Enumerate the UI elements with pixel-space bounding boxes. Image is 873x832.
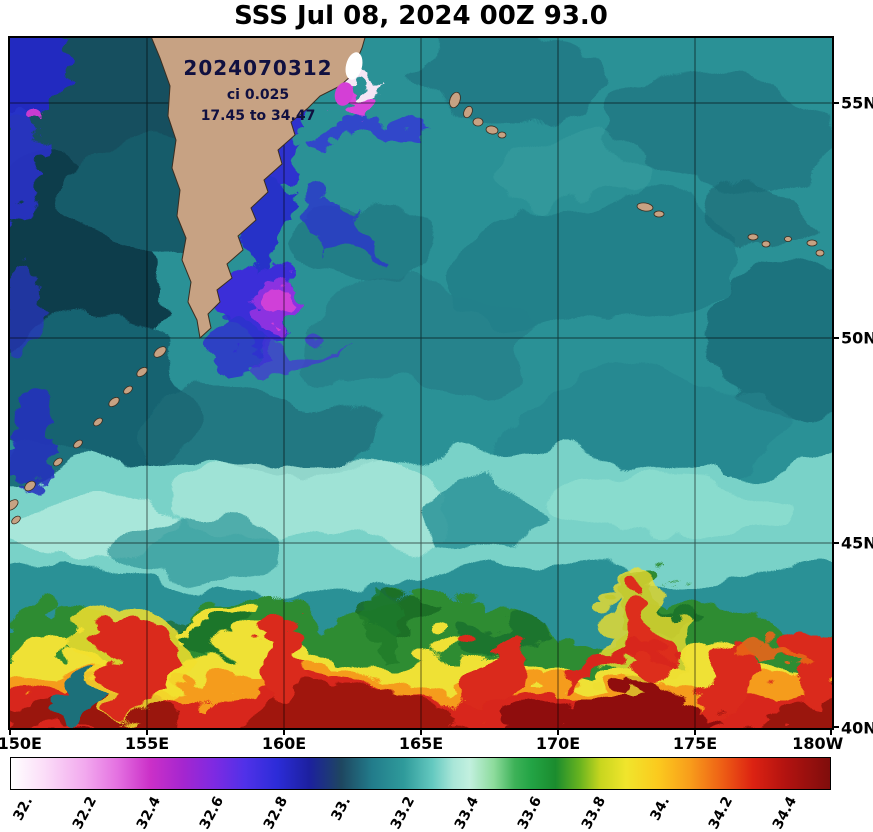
y-axis-tick	[834, 542, 839, 544]
colorbar-tick-label: 33.6	[515, 794, 546, 832]
map-panel: 2024070312 ci 0.025 17.45 to 34.47	[8, 36, 834, 730]
colorbar-tick-label: 32.2	[69, 794, 101, 832]
colorbar-tick-label: 33.	[328, 794, 355, 824]
colorbar-tick-label: 33.8	[578, 794, 610, 832]
colorbar-tick-label: 34.2	[705, 794, 737, 832]
colorbar-tick-label: 32.6	[196, 794, 228, 832]
y-axis: 55N 50N 45N 40N	[834, 38, 873, 738]
x-tick-label: 180W	[792, 734, 844, 753]
colorbar-tick-label: 32.	[10, 794, 37, 824]
coastal-ice-patch	[345, 52, 363, 80]
land-kamchatka	[151, 38, 366, 339]
x-tick-label: 160E	[261, 734, 307, 753]
x-axis-tick	[9, 730, 11, 735]
y-tick-label: 40N	[841, 718, 873, 738]
colorbar-tick-label: 32.4	[133, 794, 164, 832]
coastal-magenta-plume	[334, 82, 354, 106]
x-tick-label: 155E	[124, 734, 170, 753]
colorbar-tick-label: 32.8	[260, 794, 291, 832]
colorbar-tick-label: 33.4	[451, 794, 482, 832]
colorbar-tick-label: 34.4	[769, 794, 800, 832]
x-axis: 150E 155E 160E 165E 170E 175E 180W	[0, 730, 843, 758]
figure-title: SSS Jul 08, 2024 00Z 93.0	[234, 1, 608, 31]
colorbar: 32. 32.2 32.4 32.6 32.8 33. 33.2 33.4 33…	[10, 757, 831, 832]
x-tick-label: 175E	[672, 734, 718, 753]
kuril-islands	[10, 346, 167, 525]
y-tick-label: 50N	[841, 328, 873, 348]
colorbar-labels: 32. 32.2 32.4 32.6 32.8 33. 33.2 33.4 33…	[10, 790, 831, 832]
x-tick-label: 150E	[0, 734, 42, 753]
x-axis-tick	[420, 730, 422, 735]
x-axis-tick	[146, 730, 148, 735]
x-axis-tick	[557, 730, 559, 735]
aleutian-islands	[449, 91, 825, 257]
x-axis-tick	[282, 730, 285, 735]
y-tick-label: 55N	[841, 93, 873, 113]
sss-map-svg	[10, 38, 832, 728]
y-axis-tick	[834, 726, 839, 728]
grid-lines	[10, 38, 832, 728]
x-axis-tick	[693, 730, 696, 735]
y-axis-tick	[834, 337, 839, 339]
colorbar-tick-label: 34.	[646, 794, 673, 824]
x-tick-label: 170E	[535, 734, 581, 753]
y-axis-tick	[834, 102, 839, 104]
x-tick-label: 165E	[398, 734, 444, 753]
x-axis-tick	[830, 730, 832, 735]
colorbar-gradient	[10, 757, 831, 790]
y-tick-label: 45N	[841, 533, 873, 553]
colorbar-tick-label: 33.2	[387, 794, 419, 832]
